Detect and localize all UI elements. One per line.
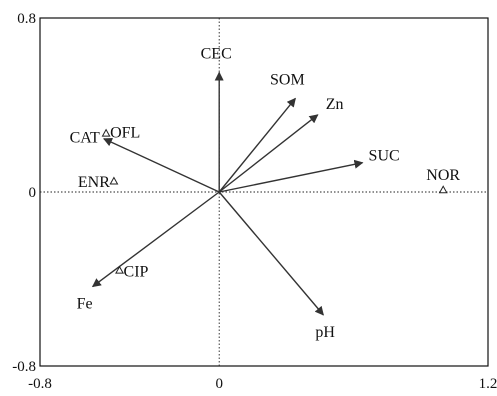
axis-ticks: -0.8 0 1.2 0.8 0 -0.8 <box>12 11 497 392</box>
arrow-suc <box>219 159 364 193</box>
x-tick-label: -0.8 <box>28 376 52 392</box>
point-cip <box>115 265 124 274</box>
point-enr <box>109 176 119 185</box>
point-label-cip: CIP <box>124 263 149 280</box>
arrow-zn <box>218 114 319 193</box>
y-tick-label: -0.8 <box>12 359 36 375</box>
variable-arrows: CEC SOM Zn SUC CAT Fe pH <box>70 45 400 341</box>
point-label-ofl: OFL <box>110 124 140 141</box>
y-tick-label: 0.8 <box>17 11 36 27</box>
arrow-label-ph: pH <box>315 324 335 341</box>
sample-points: OFL ENR CIP NOR <box>78 124 460 280</box>
point-nor <box>438 185 448 194</box>
arrow-label-zn: Zn <box>326 96 344 113</box>
arrow-label-suc: SUC <box>369 148 400 165</box>
x-tick-label: 0 <box>215 376 223 392</box>
point-ofl <box>101 128 111 137</box>
arrow-ph <box>218 191 324 316</box>
arrow-label-som: SOM <box>270 71 305 88</box>
arrow-label-cec: CEC <box>201 45 232 62</box>
arrow-cat <box>103 138 220 193</box>
y-tick-label: 0 <box>29 185 37 201</box>
point-label-enr: ENR <box>78 174 110 191</box>
arrow-fe <box>91 191 220 288</box>
arrow-label-fe: Fe <box>77 296 93 313</box>
arrow-som <box>218 97 296 193</box>
arrow-label-cat: CAT <box>70 130 100 147</box>
point-label-nor: NOR <box>426 167 460 184</box>
x-tick-label: 1.2 <box>479 376 497 392</box>
zero-lines <box>40 18 488 366</box>
